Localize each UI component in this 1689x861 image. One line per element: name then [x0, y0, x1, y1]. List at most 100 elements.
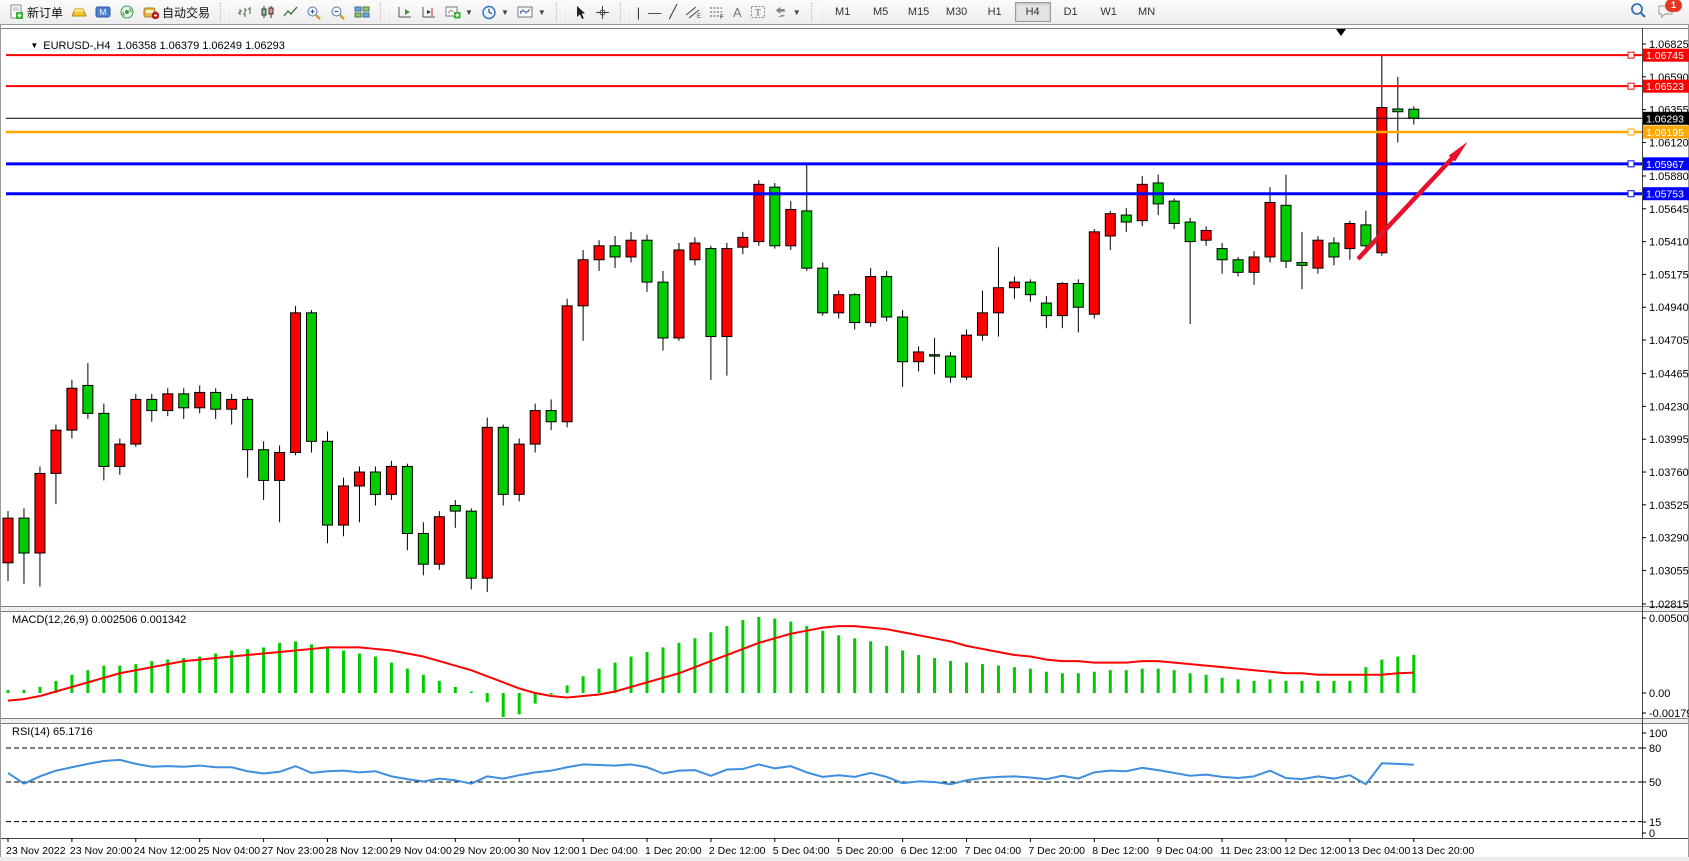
rsi-line — [7, 758, 1414, 786]
mql-community-icon: M — [95, 6, 111, 18]
main-toolbar: 新订单 M — [0, 0, 1689, 25]
svg-text:1.02815: 1.02815 — [1649, 599, 1689, 611]
candle — [1296, 231, 1308, 290]
time-axis-label: 30 Nov 12:00 — [517, 845, 580, 857]
macd-axis[interactable]: 0.005002 0.00 -0.001792 — [1642, 613, 1689, 720]
time-axis-label: 5 Dec 20:00 — [837, 845, 894, 857]
line-chart-mode-button[interactable] — [279, 2, 302, 22]
candle — [290, 305, 302, 456]
svg-text:1.05645: 1.05645 — [1649, 204, 1689, 216]
timeframe-button-M5[interactable]: M5 — [872, 6, 889, 18]
candle — [913, 346, 925, 372]
candle — [705, 245, 717, 380]
line-handle[interactable] — [1627, 51, 1635, 59]
svg-text:1.03760: 1.03760 — [1649, 467, 1689, 479]
timeframe-button-M15[interactable]: M15 — [907, 6, 930, 18]
candle — [98, 403, 110, 481]
candle — [641, 234, 653, 292]
line-handle[interactable] — [1627, 128, 1635, 136]
svg-text:1.03055: 1.03055 — [1649, 565, 1689, 577]
chart-menu-icon[interactable]: ▼ — [30, 41, 39, 50]
svg-text:1.06523: 1.06523 — [1646, 81, 1684, 93]
arrows-tool-button[interactable]: ▼ — [770, 2, 805, 22]
candles-series — [2, 55, 1420, 593]
level-lines[interactable]: 1.06745 1.06523 1.06293 1.06195 1.05967 1.057… — [6, 48, 1689, 201]
zoom-in-button[interactable] — [302, 2, 326, 22]
candle — [162, 388, 174, 417]
trendline-icon: ╱ — [669, 4, 678, 19]
autotrading-button[interactable]: 自动交易 — [139, 2, 214, 22]
svg-text:F: F — [720, 15, 724, 19]
toolbar-separator — [220, 3, 228, 21]
candle — [401, 463, 413, 551]
line-handle[interactable] — [1627, 190, 1635, 198]
candle — [1328, 237, 1340, 266]
auto-scroll-button[interactable] — [393, 2, 417, 22]
horizontal-line-tool-button[interactable]: — — [644, 2, 665, 22]
tile-windows-button[interactable] — [350, 2, 374, 22]
candle — [1344, 220, 1356, 260]
candle — [1168, 198, 1180, 230]
svg-text:1.03525: 1.03525 — [1649, 500, 1689, 512]
candle — [513, 438, 525, 502]
rsi-indicator-label: RSI(14) 65.1716 — [12, 726, 93, 738]
timeframe-button-H1[interactable]: H1 — [987, 6, 1002, 18]
line-handle[interactable] — [1627, 160, 1635, 168]
text-tool-button[interactable]: A — [729, 2, 746, 22]
candle — [1088, 229, 1100, 319]
trendline-tool-button[interactable]: ╱ — [665, 2, 681, 22]
candlestick-mode-button[interactable] — [256, 2, 279, 22]
svg-text:1.03290: 1.03290 — [1649, 533, 1689, 545]
bar-chart-icon — [238, 7, 251, 17]
line-handle[interactable] — [1627, 82, 1635, 90]
candle — [849, 293, 861, 330]
gold-button[interactable] — [67, 2, 91, 22]
candle — [1232, 256, 1244, 277]
channel-tool-button[interactable]: E — [681, 2, 705, 22]
templates-button[interactable]: ▼ — [513, 2, 550, 22]
timeframe-button-M30[interactable]: M30 — [945, 6, 968, 18]
text-label-tool-button[interactable]: T — [746, 2, 770, 22]
chart-canvas[interactable]: 1.068251.065901.063551.061201.058801.056… — [0, 24, 1689, 861]
rsi-axis[interactable]: 100 80 50 150 — [1642, 728, 1667, 840]
crosshair-tool-button[interactable] — [591, 2, 614, 22]
mql-community-button[interactable]: M — [91, 2, 115, 22]
chart-title-ohlc: 1.06358 1.06379 1.06249 1.06293 — [116, 40, 285, 52]
timeframe-button-M1[interactable]: M1 — [834, 6, 851, 18]
timeframe-button-W1[interactable]: W1 — [1100, 6, 1117, 18]
chart-title: ▼ EURUSD-,H4 1.06358 1.06379 1.06249 1.06… — [12, 28, 285, 64]
time-axis-label: 13 Dec 04:00 — [1348, 845, 1411, 857]
trend-arrow-annotation[interactable] — [1356, 141, 1468, 261]
time-axis-label: 1 Dec 20:00 — [645, 845, 702, 857]
candle — [417, 522, 429, 576]
timeframe-button-H4[interactable]: H4 — [1014, 2, 1051, 22]
candlestick-icon — [261, 6, 274, 18]
candle — [481, 417, 493, 593]
candle — [1008, 276, 1020, 299]
time-axis-label: 24 Nov 12:00 — [134, 845, 197, 857]
zoom-out-button[interactable] — [326, 2, 350, 22]
new-chart-button[interactable]: ▼ — [441, 2, 477, 22]
periods-button[interactable]: ▼ — [477, 2, 513, 22]
signals-button[interactable] — [115, 2, 139, 22]
vertical-line-tool-button[interactable]: | — [633, 2, 644, 22]
fibonacci-tool-button[interactable]: F — [705, 2, 729, 22]
clock-icon — [482, 5, 496, 19]
bar-chart-mode-button[interactable] — [233, 2, 256, 22]
chart-shift-button[interactable] — [417, 2, 441, 22]
chart-shift-marker[interactable] — [1336, 29, 1346, 36]
candle — [50, 424, 62, 505]
time-axis[interactable]: 23 Nov 2022 23 Nov 20:00 24 Nov 12:00 25 No… — [6, 838, 1474, 857]
dropdown-caret-icon: ▼ — [500, 7, 509, 17]
notifications-button[interactable]: 1 — [1657, 0, 1682, 22]
search-button[interactable] — [1630, 2, 1647, 22]
svg-text:1.06120: 1.06120 — [1649, 137, 1689, 149]
cursor-tool-button[interactable] — [569, 2, 591, 22]
new-order-button[interactable]: 新订单 — [4, 2, 67, 22]
new-order-icon — [10, 4, 23, 19]
timeframe-button-MN[interactable]: MN — [1138, 6, 1156, 18]
notification-badge: 1 — [1665, 0, 1682, 12]
text-icon: A — [733, 4, 742, 20]
timeframe-button-D1[interactable]: D1 — [1063, 6, 1078, 18]
new-order-label: 新订单 — [27, 5, 64, 20]
